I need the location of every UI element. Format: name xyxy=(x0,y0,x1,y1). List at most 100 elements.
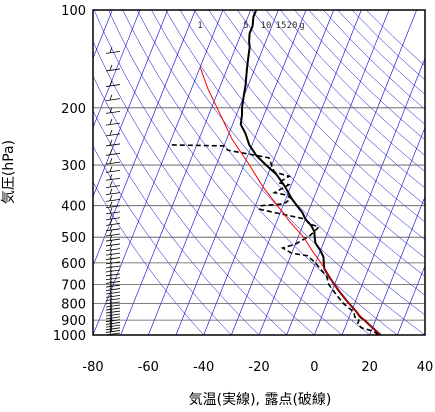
y-tick-label: 600 xyxy=(61,257,86,272)
adiabat-lines xyxy=(93,10,425,335)
wind-barb-shaft xyxy=(105,324,121,328)
y-tick-label: 700 xyxy=(61,279,86,294)
wind-barb-flag xyxy=(109,219,113,225)
wind-barb-flag xyxy=(109,201,113,207)
x-tick-label: -80 xyxy=(82,360,103,375)
wind-barb xyxy=(105,64,121,72)
wind-barb-shaft xyxy=(105,152,121,156)
mixing-ratio-label: 15 xyxy=(276,21,287,31)
wind-barb-shaft xyxy=(105,257,121,260)
wind-barb-flag xyxy=(109,157,113,164)
wind-barb-shaft xyxy=(105,301,121,305)
isotherm-line xyxy=(175,10,307,335)
wind-barb-flag xyxy=(109,107,113,113)
y-tick-label: 300 xyxy=(61,159,86,174)
wind-barb-shaft xyxy=(105,192,121,196)
wind-barb-shaft xyxy=(105,319,121,323)
adiabat-line xyxy=(179,10,425,277)
wind-barb-flag xyxy=(109,224,113,230)
wind-barb xyxy=(105,269,121,277)
y-tick-label: 500 xyxy=(61,231,86,246)
wind-barb-shaft xyxy=(105,217,121,221)
wind-barb-shaft xyxy=(105,291,121,295)
wind-barb-shaft xyxy=(105,143,121,147)
wind-barb-flag xyxy=(109,277,113,283)
adiabat-line xyxy=(165,10,425,296)
wind-barb xyxy=(105,234,121,242)
x-tick-label: 40 xyxy=(417,360,434,375)
isotherm-line xyxy=(397,265,425,335)
wind-barb-shaft xyxy=(105,261,121,265)
wind-barb-shaft xyxy=(105,98,121,101)
wind-barb-flag xyxy=(109,291,113,297)
wind-barb-shaft xyxy=(105,281,121,284)
x-tick-label: -40 xyxy=(193,360,214,375)
wind-barb xyxy=(105,139,121,147)
isotherm-line xyxy=(424,334,425,335)
adiabat-line xyxy=(280,10,425,156)
adiabat-line xyxy=(93,75,287,335)
wind-barb-flag xyxy=(109,284,113,290)
wind-barb-flag xyxy=(109,149,113,155)
wind-barb xyxy=(105,118,121,126)
mixing-ratio-label: 10 xyxy=(261,21,272,31)
wind-barb-shaft xyxy=(105,228,121,232)
wind-barb-shaft xyxy=(105,68,121,72)
wind-barb xyxy=(105,291,121,298)
wind-barb-shaft xyxy=(105,288,121,291)
wind-barb-flag xyxy=(109,80,113,86)
wind-barb-shaft xyxy=(105,243,121,247)
wind-barb-shaft xyxy=(105,294,121,298)
y-axis-title: 気圧(hPa) xyxy=(1,140,17,204)
wind-barb-flag xyxy=(109,207,113,214)
wind-barb-shaft xyxy=(105,170,121,173)
adiabat-line xyxy=(108,10,370,335)
x-tick-label: -20 xyxy=(248,360,269,375)
wind-barb xyxy=(105,213,121,221)
wind-barb xyxy=(105,157,121,165)
isotherm-lines xyxy=(93,10,425,335)
adiabat-line xyxy=(251,10,425,189)
mixing-ratio-labels: 1 5 10 15 20 g xyxy=(197,21,304,31)
wind-barb-shaft xyxy=(105,205,121,209)
isotherm-line xyxy=(93,10,224,335)
plot-frame xyxy=(92,9,426,336)
wind-barb xyxy=(105,280,121,288)
wind-barb-shaft xyxy=(105,284,121,288)
wind-barb-shaft xyxy=(105,269,121,273)
wind-barb-shaft xyxy=(105,310,121,314)
wind-barb-flag xyxy=(109,64,113,71)
wind-barb xyxy=(105,229,121,237)
adiabat-line xyxy=(151,10,425,316)
wind-barb-shaft xyxy=(105,233,121,237)
wind-barb xyxy=(105,80,121,87)
isotherm-line xyxy=(120,10,251,335)
x-axis-title: 気温(実線), 露点(破線) xyxy=(189,392,332,408)
mixing-ratio-label: 20 xyxy=(287,21,298,31)
wind-barb-shaft xyxy=(105,122,121,126)
wind-barb xyxy=(105,94,121,101)
wind-barb-shaft xyxy=(105,198,121,202)
wind-barb-flag xyxy=(109,118,113,125)
wind-barb-shaft xyxy=(105,177,121,181)
adiabat-line xyxy=(294,10,425,141)
wind-barb xyxy=(105,188,121,196)
wind-barb-flag xyxy=(109,280,113,287)
wind-barb xyxy=(105,129,121,137)
x-tick-labels: -80 -60 -40 -20 0 20 40 xyxy=(82,360,433,375)
wind-barb xyxy=(105,273,121,281)
wind-barb-flag xyxy=(109,287,113,294)
isotherm-line xyxy=(93,10,141,129)
isotherm-line xyxy=(231,10,362,335)
wind-barb-shaft xyxy=(105,238,121,242)
wind-barb-flag xyxy=(109,294,113,300)
wind-barb-shaft xyxy=(105,84,121,87)
wind-barb xyxy=(105,174,121,181)
wind-barb-flag xyxy=(109,166,113,172)
wind-barb xyxy=(105,149,121,156)
y-tick-label: 100 xyxy=(61,4,86,19)
wind-barb-flag xyxy=(109,174,113,180)
wind-barb-shaft xyxy=(105,327,121,331)
wind-barb xyxy=(105,277,121,284)
wind-barb-flag xyxy=(109,94,113,100)
